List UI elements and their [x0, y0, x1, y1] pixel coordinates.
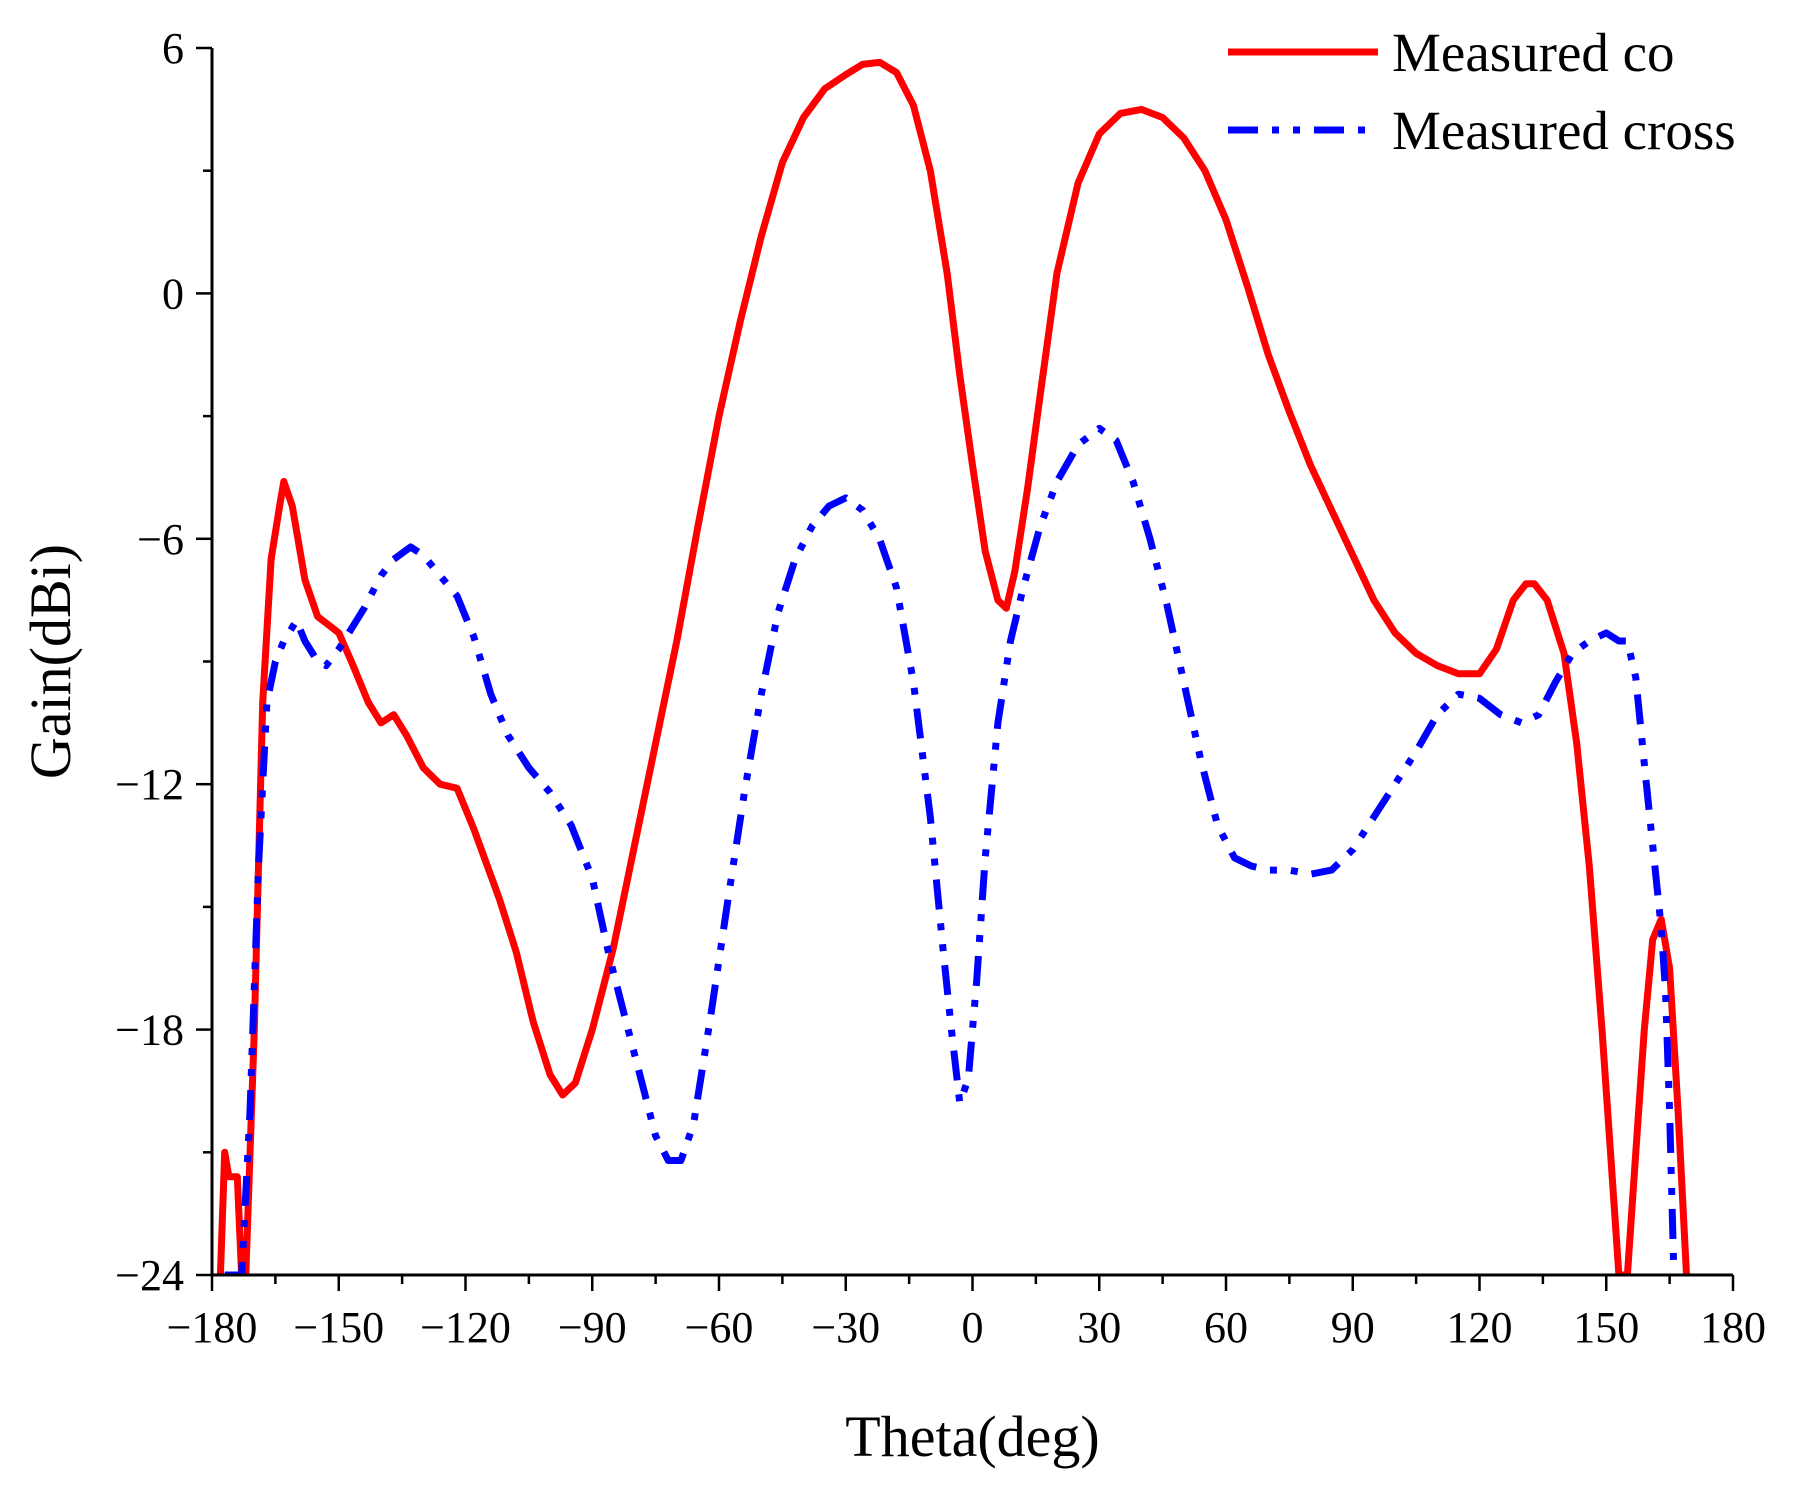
x-tick-label: 30 — [1077, 1303, 1121, 1352]
y-tick-label: 6 — [162, 24, 184, 73]
legend: Measured co Measured cross — [1228, 22, 1736, 161]
legend-label-measured-cross: Measured cross — [1392, 100, 1736, 161]
y-tick-label: 0 — [162, 269, 184, 318]
x-axis-title: Theta(deg) — [845, 1404, 1099, 1469]
axes — [210, 48, 1733, 1277]
x-tick-label: 150 — [1573, 1303, 1639, 1352]
legend-label-measured-co: Measured co — [1392, 22, 1675, 83]
x-tick-label: −90 — [558, 1303, 627, 1352]
series-line-measured-cross — [224, 424, 1678, 1275]
x-tick-label: −180 — [167, 1303, 258, 1352]
y-tick-label: −24 — [115, 1251, 184, 1300]
y-tick-label: −18 — [115, 1006, 184, 1055]
x-tick-label: 120 — [1447, 1303, 1513, 1352]
x-tick-label: 90 — [1331, 1303, 1375, 1352]
x-tick-label: −150 — [293, 1303, 384, 1352]
x-tick-label: −30 — [811, 1303, 880, 1352]
x-tick-label: −60 — [685, 1303, 754, 1352]
y-tick-label: −6 — [137, 515, 184, 564]
x-tick-label: 0 — [962, 1303, 984, 1352]
y-axis-title: Gain(dBi) — [18, 544, 83, 779]
x-tick-label: 180 — [1700, 1303, 1766, 1352]
x-tick-label: −120 — [420, 1303, 511, 1352]
y-tick-label: −12 — [115, 760, 184, 809]
x-tick-label: 60 — [1204, 1303, 1248, 1352]
x-axis-ticks: −180 −150 −120 −90 −60 −30 0 30 60 90 120 150 180 — [167, 1275, 1766, 1352]
series-line-measured-co — [216, 58, 1690, 1275]
y-axis-ticks: −24 −18 −12 −6 0 6 — [115, 24, 212, 1300]
series-layer — [216, 58, 1690, 1275]
